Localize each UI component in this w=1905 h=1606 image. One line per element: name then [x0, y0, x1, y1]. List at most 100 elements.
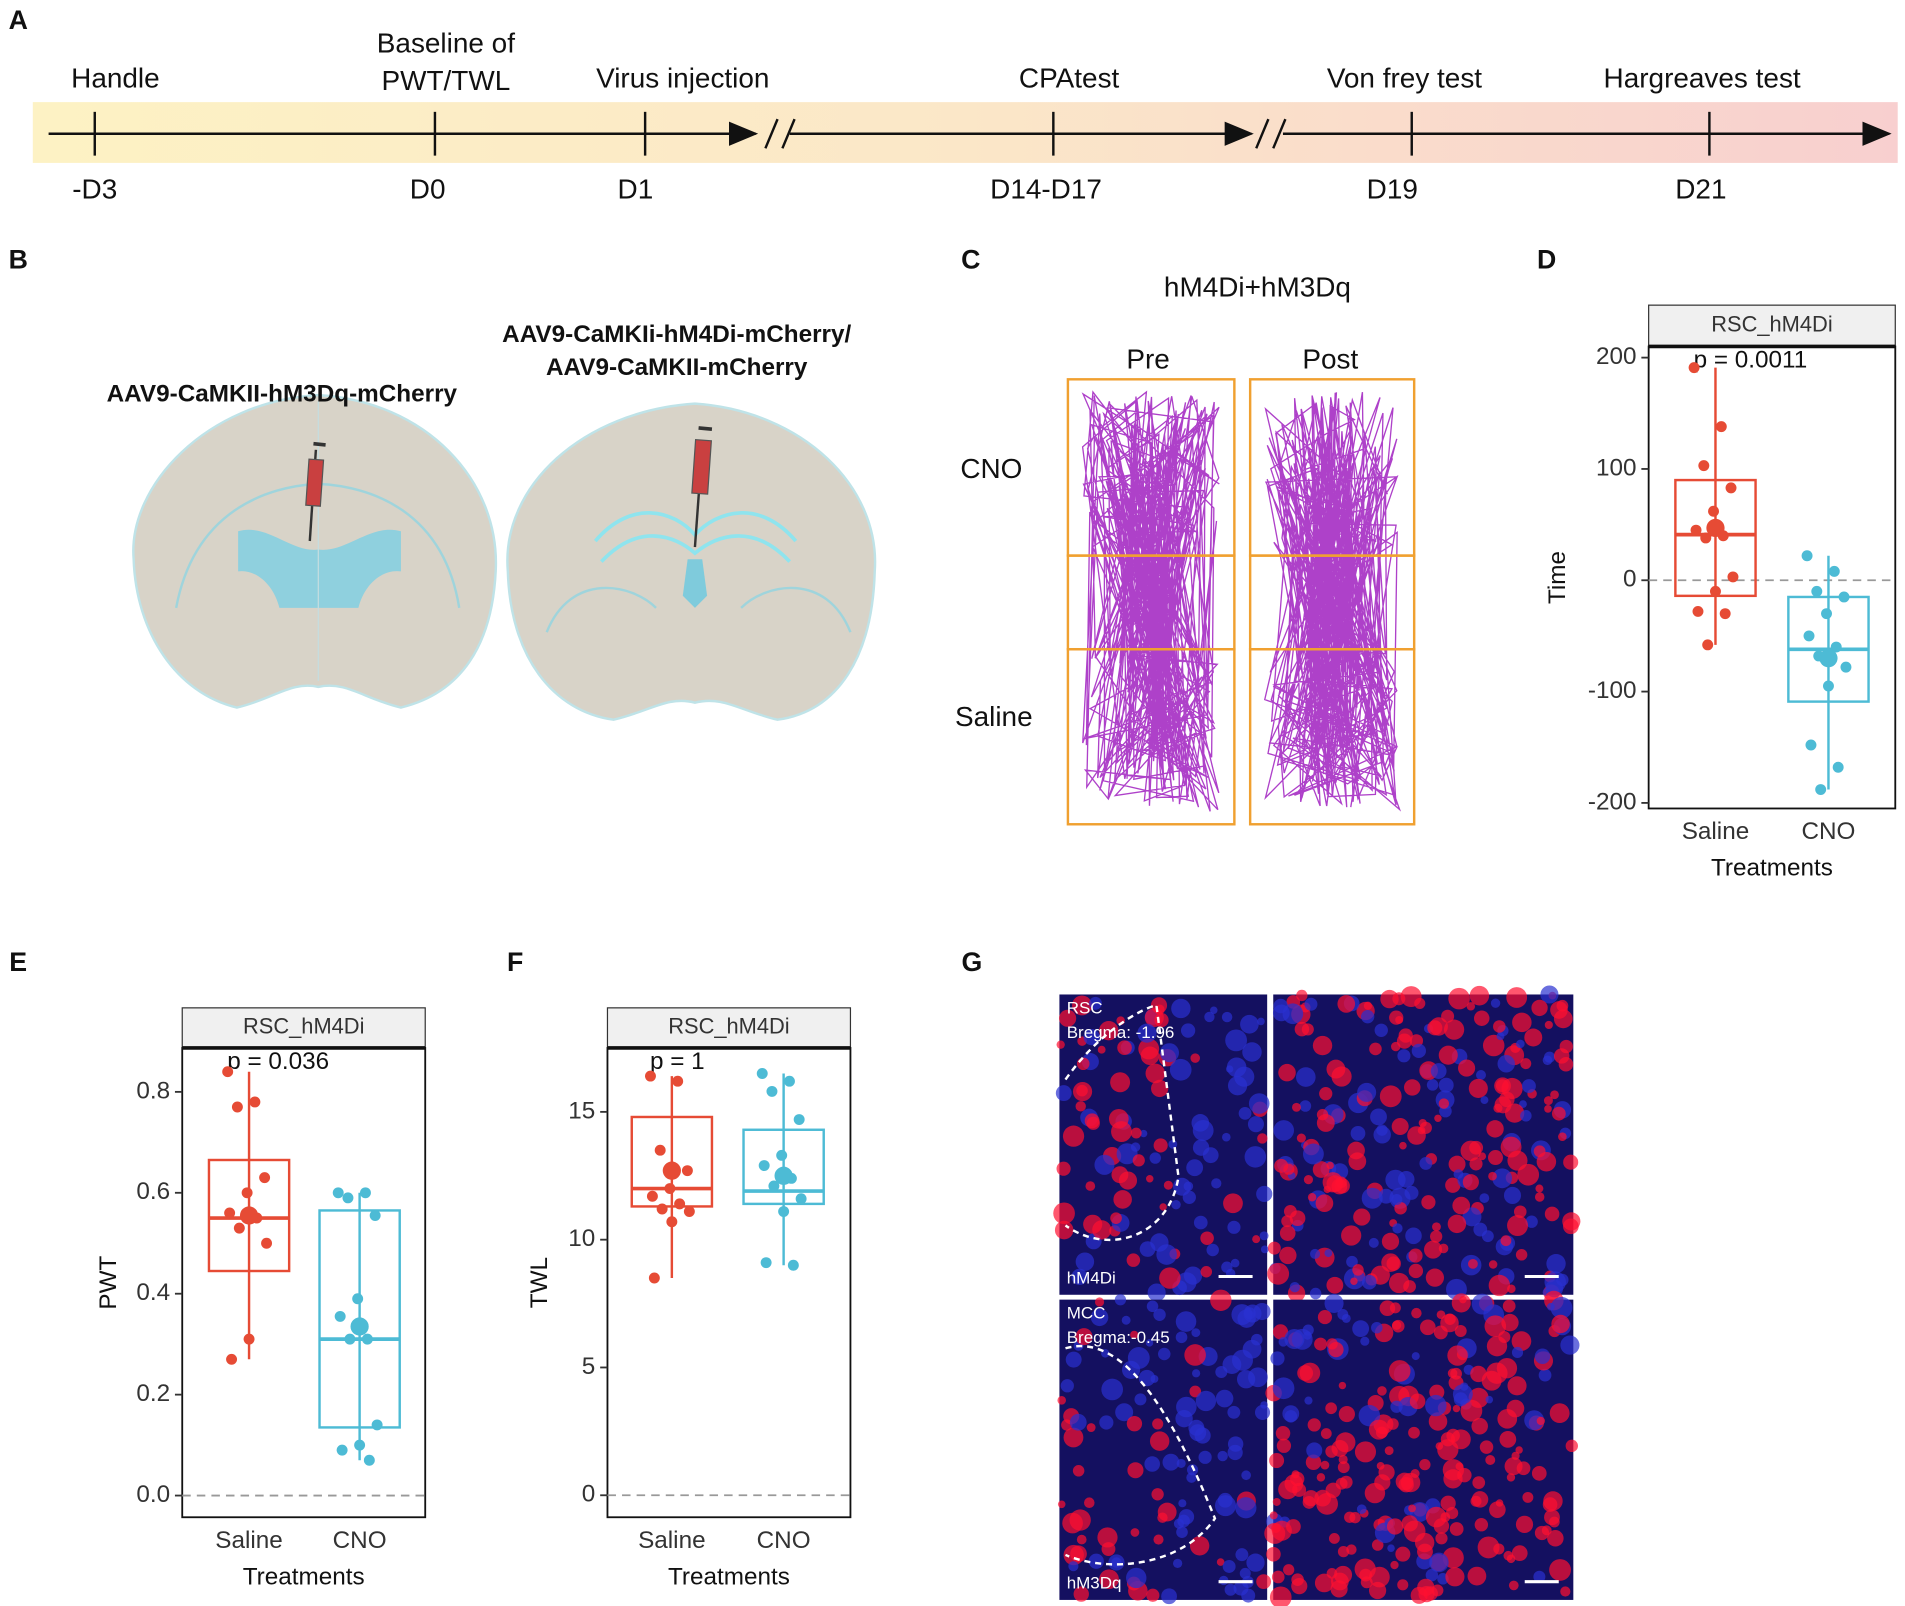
cell [1460, 1399, 1483, 1422]
cell [1512, 1012, 1532, 1033]
cell [1386, 1518, 1404, 1535]
cell [1543, 1096, 1553, 1106]
cell [1279, 1246, 1297, 1265]
cell [1433, 1325, 1448, 1340]
cell [1520, 1110, 1532, 1122]
cell [1111, 1121, 1132, 1143]
data-point [332, 1187, 344, 1199]
cell [1429, 1552, 1449, 1573]
cell [1521, 1079, 1536, 1094]
y-axis-label: TWL [526, 1257, 553, 1308]
cell [1481, 1370, 1502, 1391]
cell [1227, 1405, 1241, 1419]
data-point [778, 1206, 790, 1218]
cell [1198, 1450, 1212, 1464]
track [1081, 390, 1220, 812]
cell [1560, 1586, 1571, 1597]
data-point [233, 1222, 245, 1234]
cell [1171, 1199, 1181, 1210]
cell [1411, 1307, 1422, 1319]
cell [1242, 1042, 1262, 1062]
cell [1448, 1155, 1466, 1173]
cell [1419, 1319, 1436, 1336]
cell [1099, 1569, 1119, 1590]
y-tick-label: 0.4 [136, 1279, 170, 1306]
cell [1271, 1570, 1285, 1584]
panel-label: C [961, 244, 980, 274]
data-point [793, 1114, 805, 1126]
cell [1385, 1169, 1406, 1191]
data-point [1690, 524, 1702, 536]
cell [1222, 1355, 1242, 1375]
data-point [344, 1333, 356, 1345]
data-point [683, 1206, 695, 1218]
cell [1269, 1511, 1278, 1520]
cell [1159, 1043, 1179, 1063]
data-point [1811, 585, 1823, 597]
cell [1408, 1248, 1423, 1263]
panel-label: F [507, 947, 523, 977]
cell [1417, 1543, 1433, 1560]
data-point [359, 1187, 371, 1199]
cell [1177, 1514, 1190, 1528]
cell [1238, 1106, 1252, 1120]
cell [1269, 1453, 1285, 1469]
roi-outline [1065, 1344, 1217, 1566]
data-point [1815, 784, 1827, 796]
y-tick-label: -100 [1588, 677, 1637, 704]
mean-point [774, 1166, 793, 1185]
y-axis-label: Time [1544, 551, 1571, 604]
cell [1322, 1172, 1343, 1193]
cell [1222, 1560, 1236, 1573]
cell [1337, 1461, 1350, 1474]
cell [1150, 1374, 1159, 1383]
cell [1314, 1573, 1334, 1593]
cell [1352, 1320, 1370, 1338]
cell [1430, 1230, 1443, 1243]
cell [1524, 1410, 1545, 1431]
cell [1425, 1568, 1439, 1582]
cell [1145, 1063, 1166, 1084]
cell [1053, 1202, 1075, 1225]
cell [1534, 1192, 1545, 1202]
cell [1289, 1282, 1300, 1293]
cell [1110, 1072, 1131, 1093]
cell [1452, 1404, 1461, 1413]
cell [1083, 1029, 1100, 1046]
image-label: MCC [1067, 1304, 1106, 1323]
cell [1071, 1268, 1088, 1285]
cell [1506, 987, 1528, 1008]
cell [1296, 1133, 1306, 1143]
cell [1533, 1570, 1546, 1583]
cell [1445, 1177, 1461, 1193]
cell [1210, 1289, 1232, 1311]
cell [1479, 1193, 1490, 1203]
cell [1546, 1302, 1555, 1311]
cell [1088, 1553, 1104, 1569]
cell [1130, 1528, 1140, 1537]
cell [1344, 1511, 1356, 1523]
x-axis-label: Treatments [1711, 855, 1833, 882]
data-point [261, 1237, 273, 1249]
tracking-plots [1066, 378, 1416, 826]
cell [1380, 989, 1399, 1009]
p-value: p = 1 [650, 1048, 705, 1075]
cell [1235, 1497, 1257, 1519]
cell [1115, 1403, 1134, 1422]
cell [1282, 1003, 1304, 1025]
plot-frame [1647, 345, 1897, 810]
x-tick-label: Saline [1682, 818, 1750, 845]
cell [1409, 1393, 1426, 1410]
cell [1059, 1009, 1077, 1027]
cell [1057, 1396, 1066, 1405]
cell [1453, 1169, 1464, 1179]
cell [1312, 1161, 1330, 1178]
cell [1289, 1210, 1306, 1227]
cell [1424, 1240, 1443, 1259]
day-label: -D3 [72, 173, 117, 204]
cell [1267, 1262, 1290, 1285]
cell [1222, 1132, 1231, 1142]
cell [1408, 1263, 1424, 1279]
cell [1175, 1311, 1197, 1332]
